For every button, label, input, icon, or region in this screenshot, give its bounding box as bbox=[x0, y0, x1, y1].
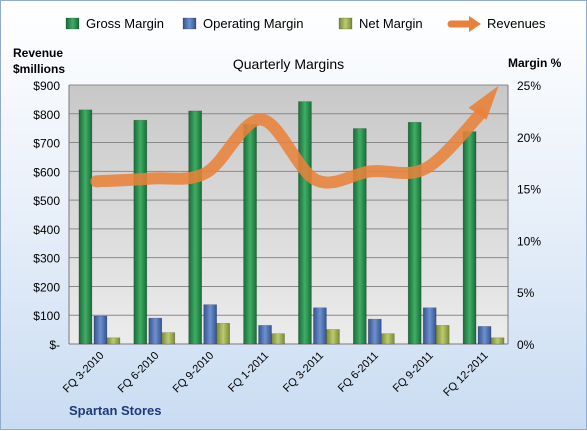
legend-label: Net Margin bbox=[359, 16, 423, 31]
chart-title: Quarterly Margins bbox=[233, 56, 344, 72]
bar-net-margin bbox=[216, 322, 230, 345]
legend-label: Operating Margin bbox=[203, 16, 303, 31]
bar-net-margin bbox=[271, 333, 285, 345]
legend-swatch bbox=[182, 17, 197, 30]
bar-operating-margin bbox=[422, 307, 437, 345]
x-tick-label: FQ 1-2011 bbox=[226, 350, 271, 395]
y-right-tick-label: 25% bbox=[517, 79, 541, 93]
bar-operating-margin bbox=[148, 317, 163, 345]
x-tick-label: FQ 9-2010 bbox=[171, 350, 217, 396]
bar-gross-margin bbox=[462, 131, 477, 345]
bar-net-margin bbox=[490, 337, 505, 345]
y-left-tick-label: $200 bbox=[33, 280, 60, 294]
y-left-axis-title: Revenue bbox=[13, 46, 63, 60]
bar-operating-margin bbox=[258, 325, 272, 345]
bar-net-margin bbox=[161, 332, 176, 345]
y-right-tick-label: 20% bbox=[517, 131, 541, 145]
revenues-line bbox=[90, 107, 487, 189]
legend-swatch bbox=[65, 17, 80, 30]
y-left-tick-label: $400 bbox=[33, 223, 60, 237]
y-right-tick-label: 15% bbox=[517, 183, 541, 197]
legend-label: Gross Margin bbox=[86, 16, 164, 31]
bar-gross-margin bbox=[133, 119, 148, 345]
bar-net-margin bbox=[381, 333, 395, 345]
bar-net-margin bbox=[435, 325, 450, 345]
y-left-tick-label: $800 bbox=[33, 108, 60, 122]
bar-gross-margin bbox=[188, 110, 202, 345]
bar-gross-margin bbox=[78, 109, 93, 345]
y-left-axis-title-unit: $millions bbox=[13, 62, 65, 76]
bar-operating-margin bbox=[368, 318, 382, 345]
y-left-tick-label: $600 bbox=[33, 165, 60, 179]
x-tick-label: FQ 3-2011 bbox=[281, 350, 326, 395]
bar-gross-margin bbox=[298, 101, 312, 345]
bar-gross-margin bbox=[407, 121, 422, 345]
x-tick-label: FQ 6-2011 bbox=[336, 350, 381, 395]
bar-gross-margin bbox=[243, 124, 257, 345]
bar-operating-margin bbox=[313, 307, 327, 345]
y-left-tick-label: $100 bbox=[33, 309, 60, 323]
legend-swatch bbox=[338, 17, 353, 30]
x-tick-label: FQ 9-2011 bbox=[391, 350, 436, 395]
x-tick-label: FQ 3-2010 bbox=[61, 350, 107, 396]
y-left-tick-label: $500 bbox=[33, 194, 60, 208]
y-right-tick-label: 5% bbox=[517, 286, 535, 300]
bar-operating-margin bbox=[93, 315, 108, 345]
bar-operating-margin bbox=[203, 304, 217, 345]
y-left-tick-label: $900 bbox=[33, 79, 60, 93]
x-tick-label: FQ 12-2011 bbox=[441, 350, 490, 399]
y-left-tick-label: $700 bbox=[33, 137, 60, 151]
y-right-axis-title: Margin % bbox=[508, 56, 562, 70]
y-right-tick-label: 0% bbox=[517, 338, 535, 352]
y-left-tick-label: $- bbox=[49, 338, 60, 352]
y-left-tick-label: $300 bbox=[33, 252, 60, 266]
bar-net-margin bbox=[326, 329, 340, 345]
legend-label: Revenues bbox=[487, 16, 546, 31]
x-tick-label: FQ 6-2010 bbox=[116, 350, 162, 396]
revenues-arrowhead bbox=[468, 85, 499, 120]
y-right-tick-label: 10% bbox=[517, 234, 541, 248]
bar-net-margin bbox=[106, 337, 121, 345]
bar-operating-margin bbox=[477, 326, 492, 345]
footer-label: Spartan Stores bbox=[69, 403, 161, 418]
bar-gross-margin bbox=[353, 128, 367, 345]
legend-swatch-arrow bbox=[469, 16, 481, 32]
